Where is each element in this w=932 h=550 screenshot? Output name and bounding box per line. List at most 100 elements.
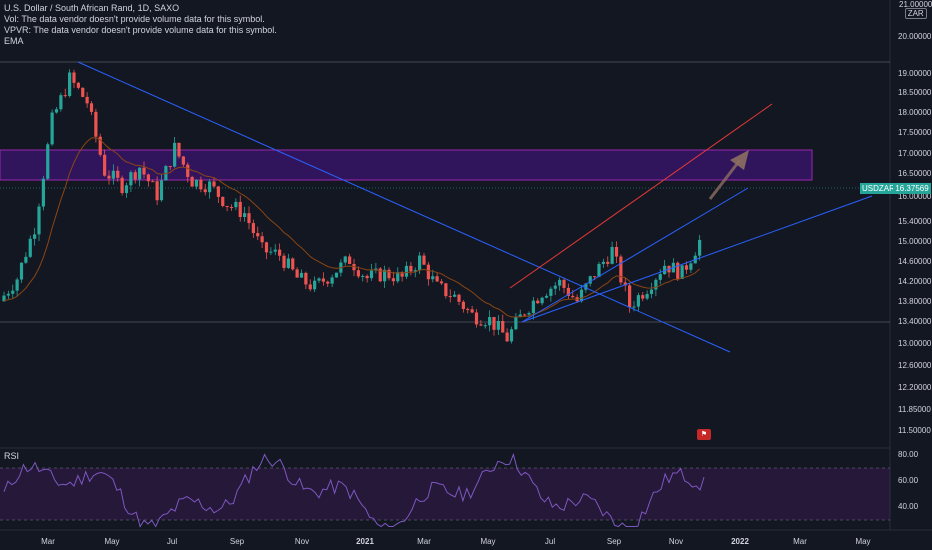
price-tick-label: 20.00000: [898, 32, 932, 41]
candle-body: [509, 329, 514, 342]
downtrend-line[interactable]: [77, 61, 731, 353]
candle-body: [124, 185, 129, 194]
candle-body: [330, 277, 334, 284]
candle-body: [418, 255, 422, 271]
candle-body: [523, 314, 527, 316]
candle-body: [98, 136, 102, 155]
candle-body: [304, 272, 308, 285]
candle-body: [422, 255, 426, 265]
candle-body: [142, 167, 146, 175]
candle-body: [479, 324, 483, 326]
vol-indicator-label[interactable]: Vol: The data vendor doesn't provide vol…: [4, 14, 265, 24]
candle-body: [663, 265, 667, 275]
time-tick-label: May: [855, 537, 871, 546]
candle-body: [151, 181, 155, 183]
currency-unit-badge[interactable]: ZAR: [904, 8, 927, 19]
candle-body: [238, 201, 242, 217]
candle-body: [439, 281, 444, 284]
projection-arrow[interactable]: [708, 150, 749, 200]
price-tick-label: 13.40000: [898, 317, 932, 326]
candle-body: [146, 174, 150, 182]
time-tick-label: Nov: [668, 537, 684, 546]
symbol-title[interactable]: U.S. Dollar / South African Rand, 1D, SA…: [4, 3, 180, 13]
rsi-tick-label: 80.00: [898, 450, 919, 459]
candle-body: [299, 272, 304, 278]
candle-body: [588, 276, 592, 284]
candle-body: [68, 72, 72, 96]
price-tick-label: 17.50000: [898, 128, 932, 137]
price-tick-label: 18.50000: [898, 88, 932, 97]
candle-body: [264, 242, 269, 253]
candle-body: [243, 213, 247, 217]
candle-body: [391, 278, 395, 282]
candle-body: [400, 272, 404, 277]
candle-body: [212, 181, 216, 187]
candle-body: [606, 261, 610, 264]
price-tick-label: 14.60000: [898, 257, 932, 266]
rsi-line: [3, 452, 705, 528]
candle-body: [234, 201, 238, 208]
channel-mid-line[interactable]: [521, 187, 749, 323]
candle-body: [413, 270, 417, 272]
candle-body: [404, 265, 409, 277]
rsi-label[interactable]: RSI: [4, 451, 20, 461]
candle-body: [505, 332, 509, 342]
candle-body: [619, 256, 623, 283]
candle-body: [488, 316, 492, 326]
candle-body: [89, 103, 94, 112]
candle-body: [571, 295, 575, 298]
candle-body: [348, 256, 352, 264]
candle-body: [396, 272, 400, 282]
candle-body: [81, 87, 85, 97]
price-tick-label: 19.00000: [898, 69, 932, 78]
ema-indicator-label[interactable]: EMA: [4, 36, 24, 46]
candle-body: [365, 275, 369, 279]
candle-body: [216, 186, 220, 197]
candle-body: [636, 295, 640, 307]
vpvr-indicator-label[interactable]: VPVR: The data vendor doesn't provide vo…: [4, 25, 277, 35]
candle-body: [313, 280, 317, 290]
channel-top-line[interactable]: [509, 103, 773, 289]
candle-body: [273, 249, 277, 252]
candles: [2, 69, 702, 344]
candle-body: [457, 294, 461, 302]
candle-body: [531, 300, 535, 314]
candle-body: [308, 284, 312, 290]
channel-bottom-line[interactable]: [521, 195, 873, 323]
candle-body: [435, 276, 439, 282]
candle-body: [518, 314, 522, 318]
candle-body: [50, 112, 54, 145]
candle-body: [343, 256, 347, 263]
candle-body: [553, 285, 557, 289]
candle-body: [159, 180, 164, 201]
candle-body: [282, 255, 286, 268]
candle-body: [168, 166, 172, 168]
candle-body: [383, 269, 387, 282]
rsi-band: [0, 468, 890, 520]
candle-body: [654, 279, 658, 290]
candle-body: [361, 275, 365, 277]
candle-body: [649, 289, 654, 294]
candle-body: [501, 320, 505, 333]
candle-body: [641, 295, 645, 299]
candle-body: [63, 95, 67, 97]
candle-body: [41, 178, 45, 207]
candle-body: [46, 144, 50, 179]
resistance-zone[interactable]: [0, 149, 813, 181]
candle-body: [549, 288, 553, 296]
candle-body: [85, 96, 89, 104]
candle-body: [527, 313, 531, 315]
candle-body: [593, 276, 597, 278]
candle-body: [632, 306, 636, 308]
candle-body: [431, 276, 435, 280]
candle-body: [689, 263, 693, 270]
candle-body: [409, 265, 413, 272]
event-flag-icon[interactable]: ⚑: [697, 429, 711, 440]
candle-body: [623, 282, 627, 286]
candle-body: [326, 281, 330, 284]
price-tick-label: 11.85000: [898, 405, 931, 414]
price-tick-label: 13.80000: [898, 297, 932, 306]
time-tick-label: Mar: [417, 537, 431, 546]
candle-body: [225, 206, 229, 208]
